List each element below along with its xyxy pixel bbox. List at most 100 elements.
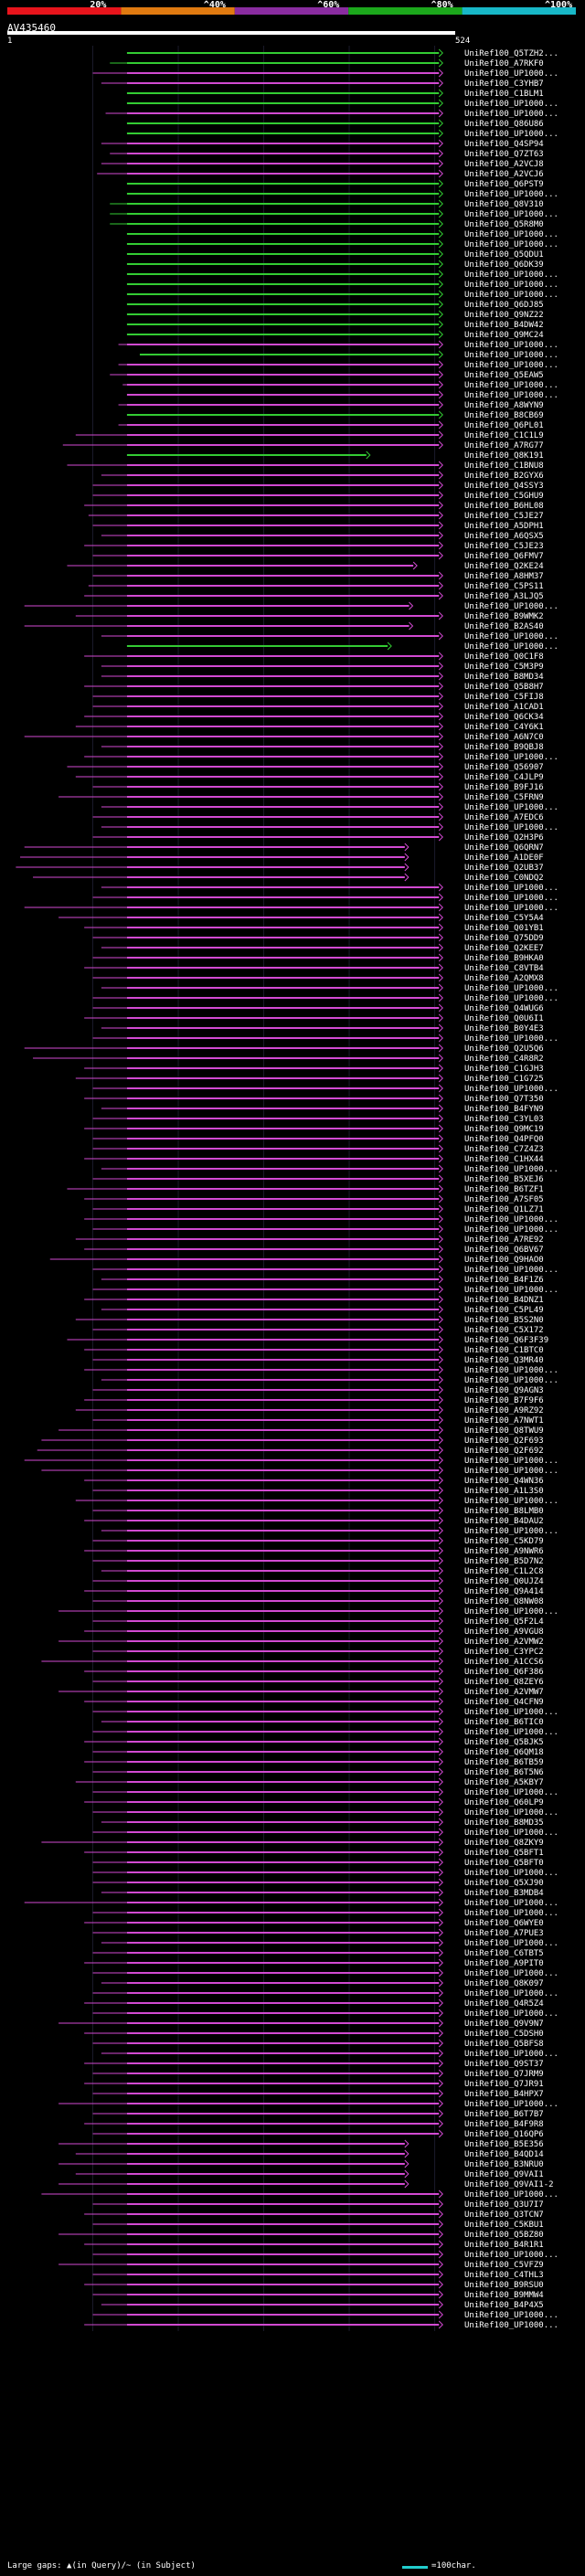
hit-bar[interactable]: [126, 1248, 440, 1250]
hit-bar[interactable]: [126, 746, 440, 747]
hit-label[interactable]: UniRef100_UP1000...: [464, 1808, 558, 1818]
hit-label[interactable]: UniRef100_Q1LZ71: [464, 1205, 544, 1214]
hit-label[interactable]: UniRef100_Q7ZT63: [464, 150, 544, 159]
hit-bar[interactable]: [126, 1178, 440, 1180]
hit-label[interactable]: UniRef100_UP1000...: [464, 994, 558, 1003]
hit-label[interactable]: UniRef100_C0NDQ2: [464, 874, 544, 883]
hit-label[interactable]: UniRef100_Q9MC24: [464, 331, 544, 340]
hit-label[interactable]: UniRef100_B4F9R8: [464, 2120, 544, 2129]
hit-bar[interactable]: [126, 273, 440, 275]
hit-label[interactable]: UniRef100_UP1000...: [464, 190, 558, 199]
hit-label[interactable]: UniRef100_Q8ZKY9: [464, 1839, 544, 1848]
hit-label[interactable]: UniRef100_C5VFZ9: [464, 2261, 544, 2270]
hit-bar[interactable]: [126, 303, 440, 305]
hit-label[interactable]: UniRef100_B8MD34: [464, 673, 544, 682]
hit-bar[interactable]: [126, 1680, 440, 1682]
hit-label[interactable]: UniRef100_C3YHB7: [464, 80, 544, 89]
hit-bar[interactable]: [126, 1188, 440, 1190]
hit-label[interactable]: UniRef100_UP1000...: [464, 1165, 558, 1174]
hit-bar[interactable]: [126, 1992, 440, 1994]
hit-label[interactable]: UniRef100_UP1000...: [464, 2190, 558, 2200]
hit-label[interactable]: UniRef100_B4P4X5: [464, 2301, 544, 2310]
hit-bar[interactable]: [126, 2223, 440, 2225]
hit-bar[interactable]: [126, 1570, 440, 1572]
hit-bar[interactable]: [126, 313, 440, 315]
hit-label[interactable]: UniRef100_Q16QP6: [464, 2130, 544, 2139]
hit-bar[interactable]: [126, 1349, 440, 1351]
hit-label[interactable]: UniRef100_A1CCS6: [464, 1658, 544, 1667]
hit-bar[interactable]: [126, 344, 440, 345]
hit-label[interactable]: UniRef100_A2VCJ6: [464, 170, 544, 179]
hit-bar[interactable]: [126, 1982, 440, 1984]
hit-bar[interactable]: [126, 434, 440, 436]
hit-label[interactable]: UniRef100_C4R8R2: [464, 1055, 544, 1064]
hit-bar[interactable]: [126, 404, 440, 406]
hit-label[interactable]: UniRef100_A9VGU8: [464, 1627, 544, 1637]
hit-label[interactable]: UniRef100_A3LJQ5: [464, 592, 544, 601]
hit-bar[interactable]: [126, 716, 440, 717]
hit-bar[interactable]: [126, 2253, 440, 2255]
hit-label[interactable]: UniRef100_UP1000...: [464, 1457, 558, 1466]
hit-label[interactable]: UniRef100_B4F1Z6: [464, 1276, 544, 1285]
hit-label[interactable]: UniRef100_Q7JR91: [464, 2080, 544, 2089]
hit-label[interactable]: UniRef100_A6N7C0: [464, 733, 544, 742]
hit-bar[interactable]: [126, 1771, 440, 1773]
hit-bar[interactable]: [126, 1017, 440, 1019]
hit-label[interactable]: UniRef100_A2QMX8: [464, 974, 544, 983]
hit-label[interactable]: UniRef100_A9NWR6: [464, 1547, 544, 1556]
hit-label[interactable]: UniRef100_B9WMK2: [464, 612, 544, 621]
hit-label[interactable]: UniRef100_C4Y6K1: [464, 723, 544, 732]
hit-label[interactable]: UniRef100_Q5B8H7: [464, 683, 544, 692]
hit-label[interactable]: UniRef100_Q2H3P6: [464, 833, 544, 843]
hit-bar[interactable]: [126, 374, 440, 376]
hit-bar[interactable]: [126, 1701, 440, 1702]
hit-label[interactable]: UniRef100_Q8ZEY6: [464, 1678, 544, 1687]
hit-label[interactable]: UniRef100_UP1000...: [464, 884, 558, 893]
hit-bar[interactable]: [126, 977, 440, 979]
hit-label[interactable]: UniRef100_UP1000...: [464, 2251, 558, 2260]
hit-label[interactable]: UniRef100_UP1000...: [464, 281, 558, 290]
hit-bar[interactable]: [126, 1721, 440, 1723]
hit-label[interactable]: UniRef100_UP1000...: [464, 130, 558, 139]
hit-bar[interactable]: [126, 82, 440, 84]
hit-label[interactable]: UniRef100_Q6PST9: [464, 180, 544, 189]
hit-label[interactable]: UniRef100_B3MDB4: [464, 1889, 544, 1898]
hit-bar[interactable]: [126, 414, 440, 416]
hit-label[interactable]: UniRef100_C1BLM1: [464, 90, 544, 99]
hit-bar[interactable]: [126, 816, 440, 818]
hit-label[interactable]: UniRef100_Q2UB37: [464, 864, 544, 873]
hit-bar[interactable]: [126, 173, 440, 175]
hit-bar[interactable]: [126, 896, 440, 898]
hit-label[interactable]: UniRef100_Q8K097: [464, 1979, 544, 1988]
hit-bar[interactable]: [126, 947, 440, 949]
hit-bar[interactable]: [126, 203, 440, 205]
hit-bar[interactable]: [126, 384, 440, 386]
hit-label[interactable]: UniRef100_Q4CFN9: [464, 1698, 544, 1707]
hit-label[interactable]: UniRef100_UP1000...: [464, 210, 558, 219]
hit-bar[interactable]: [126, 1238, 440, 1240]
hit-label[interactable]: UniRef100_UP1000...: [464, 100, 558, 109]
hit-label[interactable]: UniRef100_B8CB69: [464, 411, 544, 420]
hit-bar[interactable]: [126, 1731, 440, 1733]
hit-label[interactable]: UniRef100_C1BTC0: [464, 1346, 544, 1355]
hit-label[interactable]: UniRef100_B6T5N6: [464, 1768, 544, 1777]
hit-label[interactable]: UniRef100_A6QSX5: [464, 532, 544, 541]
hit-label[interactable]: UniRef100_UP1000...: [464, 1909, 558, 1918]
hit-bar[interactable]: [126, 1077, 440, 1079]
hit-bar[interactable]: [126, 1309, 440, 1310]
hit-bar[interactable]: [126, 917, 440, 918]
hit-bar[interactable]: [126, 1520, 440, 1521]
hit-bar[interactable]: [126, 1409, 440, 1411]
hit-label[interactable]: UniRef100_UP1000...: [464, 823, 558, 832]
hit-bar[interactable]: [126, 605, 410, 607]
hit-bar[interactable]: [126, 2183, 405, 2185]
hit-label[interactable]: UniRef100_Q4SP94: [464, 140, 544, 149]
hit-label[interactable]: UniRef100_Q86U86: [464, 120, 544, 129]
hit-label[interactable]: UniRef100_UP1000...: [464, 1899, 558, 1908]
hit-bar[interactable]: [126, 364, 440, 366]
hit-label[interactable]: UniRef100_C7Z4Z3: [464, 1145, 544, 1154]
hit-label[interactable]: UniRef100_Q3U7I7: [464, 2200, 544, 2210]
hit-label[interactable]: UniRef100_C6TBT5: [464, 1949, 544, 1958]
hit-bar[interactable]: [126, 1882, 440, 1883]
hit-label[interactable]: UniRef100_UP1000...: [464, 1829, 558, 1838]
